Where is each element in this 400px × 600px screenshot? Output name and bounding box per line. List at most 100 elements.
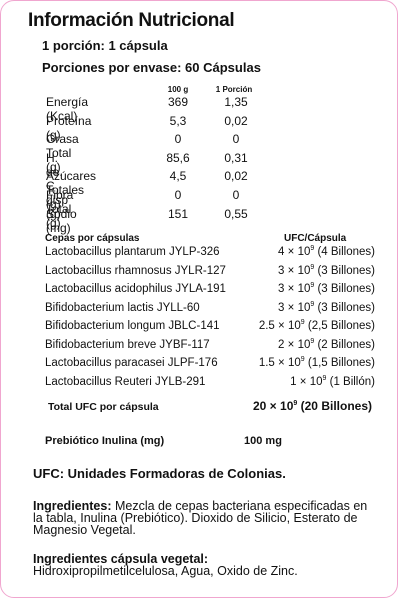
value-per-portion: 0 [232,187,240,202]
nutrient-label: Sodio (mg) [46,206,77,235]
strain-name: Lactobacillus acidophilus JYLA-191 [45,283,226,295]
ingredients-label: Ingredientes: [33,499,112,513]
nutrient-label: Fibra Total (g) [46,187,74,230]
strain-name: Lactobacillus plantarum JYLP-326 [45,246,220,258]
ten: 10 [297,283,311,295]
capsule-label: Ingredientes cápsula vegetal: [33,552,209,566]
ufc-exponent: 9 [310,300,315,308]
strain-ufc: 1 × 109 (1 Billón) [290,374,375,388]
strain-row: Lactobacillus plantarum JYLP-326 4 × 109 … [45,245,375,265]
strain-name: Lactobacillus rhamnosus JYLR-127 [45,264,226,277]
ufc-billions: (4 Billones) [317,246,375,258]
strains-header: Cepas por cápsulas [45,233,140,244]
ten: 10 [287,320,301,332]
times-symbol: × [287,246,295,258]
nutrient-label: Grasa Total (g) [46,132,79,175]
ufc-exponent: 9 [310,282,315,290]
times-symbol: × [299,375,307,388]
strain-name: Bifidobacterium lactis JYLL-60 [45,301,200,314]
total-ufc-value: 20 × 109 (20 Billones) [253,399,372,413]
ten: 10 [297,301,311,314]
value-per-100g: 151 [167,206,189,221]
strain-name: Lactobacillus Reuteri JYLB-291 [45,375,206,388]
ten: 10 [297,264,311,277]
value-per-100g: 85,6 [166,150,190,165]
times-symbol: × [278,320,285,332]
nutrient-label: Proteína (g) [46,113,92,142]
column-header-100g: 100 g [167,85,189,94]
ufc-coef: 3 [278,283,285,295]
prebiotic-label: Prebiótico Inulina (mg) [45,435,165,447]
strain-ufc: 2 × 109 (2 Billones) [278,337,375,351]
page-title: Información Nutricional [28,10,235,31]
ufc-billions: (3 Billones) [317,264,375,277]
strain-row: Lactobacillus paracasei JLPF-176 1.5 × 10… [45,356,375,376]
ufc-coef: 2 [278,338,285,351]
ufc-exponent: 9 [310,337,315,345]
strain-row: Lactobacillus acidophilus JYLA-191 3 × 10… [45,282,375,302]
ingredients-text: Mezcla de cepas bacteriana especificadas… [33,499,368,537]
nutrient-label: Energía (Kcal) [46,95,89,123]
prebiotic-value: 100 mg [244,435,282,447]
serving-size: 1 porción: 1 cápsula [42,38,168,53]
total-exponent: 9 [293,400,298,407]
ten: 10 [280,399,294,413]
value-per-100g: 369 [167,95,189,109]
strain-row: Lactobacillus Reuteri JYLB-291 1 × 109 (1… [45,374,375,395]
ten: 10 [297,338,311,351]
ufc-coef: 3 [278,264,285,277]
ufc-exponent: 9 [310,245,315,253]
strain-ufc: 1.5 × 109 (1,5 Billones) [258,356,375,369]
ufc-exponent: 9 [300,319,305,327]
strain-ufc: 3 × 109 (3 Billones) [278,282,375,295]
ufc-coef: 1.5 [258,357,275,369]
ufc-exponent: 9 [300,356,305,364]
value-per-100g: 4,5 [169,169,187,184]
ufc-coef: 2.5 [258,320,275,332]
strain-ufc: 3 × 109 (3 Billones) [278,263,375,277]
ten: 10 [309,375,323,388]
ufc-billions: (2 Billones) [317,338,375,351]
value-per-portion: 0,02 [224,113,248,128]
ufc-billions: (2,5 Billones) [307,320,375,332]
value-per-portion: 0,02 [224,169,248,184]
column-header-portion: 1 Porción [215,85,253,94]
value-per-portion: 0,31 [224,150,248,165]
total-coef: 20 [252,399,267,413]
ufc-coef: 1 [290,375,297,388]
total-billions: (20 Billones) [300,399,372,413]
value-per-portion: 0 [232,132,240,147]
ufc-note: UFC: Unidades Formadoras de Colonias. [33,466,286,481]
ufc-coef: 3 [278,301,285,314]
ten: 10 [287,357,301,369]
strain-row: Bifidobacterium breve JYBF-117 2 × 109 (2… [45,337,375,358]
strain-row: Bifidobacterium longum JBLC-141 2.5 × 109… [45,319,375,339]
strain-ufc: 2.5 × 109 (2,5 Billones) [258,319,375,332]
strain-name: Bifidobacterium longum JBLC-141 [45,320,220,332]
capsule-text: Hidroxipropilmetilcelulosa, Agua, Oxido … [33,564,298,578]
strains-table: Lactobacillus plantarum JYLP-326 4 × 109 … [45,245,375,395]
strain-row: Lactobacillus rhamnosus JYLR-127 3 × 109 … [45,263,375,284]
times-symbol: × [287,283,295,295]
strain-ufc: 4 × 109 (4 Billones) [278,245,375,258]
ufc-billions: (1 Billón) [329,375,375,388]
times-symbol: × [287,301,295,314]
value-per-portion: 1,35 [224,95,248,109]
ufc-exponent: 9 [310,263,315,271]
times-symbol: × [287,338,295,351]
times-symbol: × [278,357,285,369]
value-per-portion: 0,55 [224,206,248,221]
capsule-section: Ingredientes cápsula vegetal: Hidroxipro… [33,552,373,578]
value-per-100g: 5,3 [169,113,187,128]
total-ufc-label: Total UFC por cápsula [48,401,159,413]
times-symbol: × [287,264,295,277]
ufc-billions: (3 Billones) [317,283,375,295]
ufc-exponent: 9 [322,374,327,382]
times-symbol: × [269,399,277,413]
nutrient-label: Azúcares Totales (g) [46,169,97,212]
strain-row: Bifidobacterium lactis JYLL-60 3 × 109 (3… [45,300,375,321]
ufc-coef: 4 [278,246,285,258]
ufc-header: UFC/Cápsula [284,233,347,244]
ufc-billions: (1,5 Billones) [307,357,375,369]
